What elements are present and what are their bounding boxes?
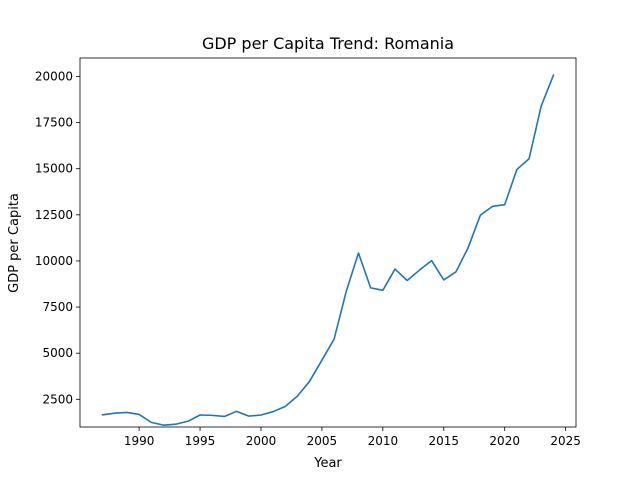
- y-tick-label-10000: 10000: [35, 254, 73, 268]
- x-tick-label-2025: 2025: [550, 434, 581, 448]
- y-tick-label-2500: 2500: [42, 392, 73, 406]
- y-axis-label: GDP per Capita: [7, 193, 22, 293]
- x-tick-label-1995: 1995: [185, 434, 216, 448]
- y-tick-label-7500: 7500: [42, 300, 73, 314]
- y-tick-label-17500: 17500: [35, 116, 73, 130]
- axes-frame: [79, 57, 577, 428]
- x-tick-label-2010: 2010: [368, 434, 399, 448]
- x-axis-label: Year: [313, 456, 342, 471]
- chart-title: GDP per Capita Trend: Romania: [202, 34, 454, 53]
- y-tick-label-12500: 12500: [35, 208, 73, 222]
- y-tick-label-20000: 20000: [35, 69, 73, 83]
- x-tick-label-1990: 1990: [124, 434, 155, 448]
- x-tick-label-2020: 2020: [489, 434, 520, 448]
- y-tick-label-5000: 5000: [42, 346, 73, 360]
- y-tick-label-15000: 15000: [35, 162, 73, 176]
- x-tick-label-2000: 2000: [246, 434, 277, 448]
- x-tick-label-2015: 2015: [429, 434, 460, 448]
- plot-area: 1990 1995 2000 2005 2010 2015 2020 2025 2500 5000…: [35, 57, 581, 448]
- series-line-0: [101, 74, 555, 426]
- x-tick-label-2005: 2005: [307, 434, 338, 448]
